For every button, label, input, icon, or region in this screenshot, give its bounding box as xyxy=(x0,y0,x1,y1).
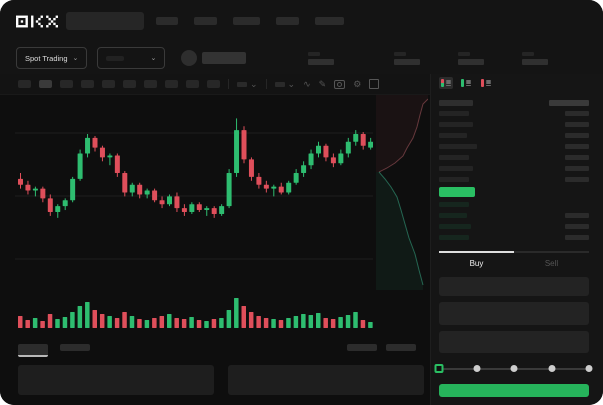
ask-row[interactable] xyxy=(439,119,589,130)
ask-row[interactable] xyxy=(439,130,589,141)
slider-step-dot[interactable] xyxy=(473,365,480,373)
ticker-stat xyxy=(394,51,421,65)
timeframe-buttons xyxy=(18,80,220,88)
toolbar-divider xyxy=(228,79,229,89)
timeframe-button[interactable] xyxy=(18,80,31,88)
pair-dropdown[interactable]: ⌄ xyxy=(97,47,166,69)
chart-section: ⌄ ⌄ ∿ ✎ ⚙ xyxy=(0,74,430,405)
nav-item-placeholder[interactable] xyxy=(233,17,260,25)
ticker-stat xyxy=(458,51,485,65)
okx-logo[interactable] xyxy=(16,14,58,29)
bottom-tab[interactable] xyxy=(386,343,416,351)
buy-submit-button[interactable] xyxy=(439,384,589,398)
book-view-bids-icon[interactable] xyxy=(459,77,473,89)
timeframe-button[interactable] xyxy=(60,80,73,88)
chart-toolbar: ⌄ ⌄ ∿ ✎ ⚙ xyxy=(0,74,430,95)
bid-row[interactable] xyxy=(439,210,589,221)
pair-display xyxy=(181,50,247,66)
tab-buy[interactable]: Buy xyxy=(469,258,484,268)
timeframe-button[interactable] xyxy=(81,80,94,88)
last-price-badge xyxy=(439,187,475,198)
fullscreen-icon[interactable] xyxy=(369,79,380,89)
amount-slider[interactable] xyxy=(434,362,593,375)
ask-row[interactable] xyxy=(439,141,589,152)
price-chart-area xyxy=(0,95,430,290)
ticker-stat xyxy=(522,51,549,65)
orders-panel-placeholder xyxy=(18,365,214,395)
ticker-stats xyxy=(308,51,586,65)
ask-row[interactable] xyxy=(439,163,589,174)
volume-pane xyxy=(0,290,430,332)
bottom-tab[interactable] xyxy=(347,343,377,351)
ask-row[interactable] xyxy=(439,108,589,119)
screenshot-icon[interactable] xyxy=(334,79,346,89)
orders-panels xyxy=(0,360,430,395)
top-nav-bar: OKX xyxy=(0,0,603,42)
draw-tool-icon[interactable]: ✎ xyxy=(318,78,327,89)
main-content: ⌄ ⌄ ∿ ✎ ⚙ xyxy=(0,74,603,405)
trade-tabs: Buy Sell xyxy=(439,251,589,273)
nav-item-placeholder[interactable] xyxy=(276,17,299,25)
orders-panel-placeholder xyxy=(228,365,424,395)
volume-chart[interactable] xyxy=(15,290,373,330)
timeframe-button[interactable] xyxy=(39,80,52,88)
market-type-label: Spot Trading xyxy=(25,53,68,63)
chart-bottom-tabs xyxy=(0,334,430,360)
order-book-header xyxy=(439,74,589,92)
ask-row[interactable] xyxy=(439,174,589,185)
price-field[interactable] xyxy=(439,277,589,296)
bottom-tab-active[interactable] xyxy=(18,343,48,357)
book-view-both-icon[interactable] xyxy=(439,77,453,90)
tab-sell[interactable]: Sell xyxy=(544,258,559,268)
main-nav xyxy=(156,17,344,25)
order-book xyxy=(439,97,589,243)
total-field[interactable] xyxy=(439,331,589,354)
toolbar-divider xyxy=(265,79,267,89)
chevron-down-icon: ⌄ xyxy=(250,78,258,89)
timeframe-button[interactable] xyxy=(207,80,220,88)
search-input[interactable] xyxy=(66,12,144,30)
chevron-down-icon: ⌄ xyxy=(72,54,79,62)
slider-handle[interactable] xyxy=(434,364,444,374)
market-type-dropdown[interactable]: Spot Trading ⌄ xyxy=(16,47,88,69)
timeframe-button[interactable] xyxy=(123,80,136,88)
chart-settings-icon[interactable]: ⚙ xyxy=(353,78,362,89)
ask-row[interactable] xyxy=(439,152,589,163)
trade-sidebar: Buy Sell xyxy=(430,74,603,405)
last-price-row[interactable] xyxy=(439,185,589,199)
line-style-icon[interactable]: ∿ xyxy=(303,78,311,89)
nav-item-placeholder[interactable] xyxy=(194,17,217,25)
book-view-asks-icon[interactable] xyxy=(479,77,493,89)
timeframe-button[interactable] xyxy=(186,80,199,88)
nav-item-placeholder[interactable] xyxy=(315,17,344,25)
candlestick-chart[interactable] xyxy=(15,95,373,290)
slider-step-dot[interactable] xyxy=(548,365,555,373)
ticker-stat xyxy=(308,51,335,65)
depth-chart[interactable] xyxy=(376,95,428,290)
chevron-down-icon: ⌄ xyxy=(287,78,296,89)
pair-name-placeholder xyxy=(202,52,247,64)
bid-row[interactable] xyxy=(439,221,589,232)
amount-field[interactable] xyxy=(439,301,589,326)
chevron-down-icon: ⌄ xyxy=(150,54,157,62)
overlay-dropdown[interactable]: ⌄ xyxy=(274,78,296,89)
bottom-tab[interactable] xyxy=(60,343,90,351)
timeframe-button[interactable] xyxy=(144,80,157,88)
order-book-column-headers[interactable] xyxy=(439,97,589,108)
trade-tab-indicator xyxy=(439,251,589,254)
bid-row[interactable] xyxy=(439,232,589,243)
timeframe-button[interactable] xyxy=(165,80,178,88)
slider-step-dot[interactable] xyxy=(585,365,593,373)
coin-icon xyxy=(181,50,198,66)
instrument-bar: Spot Trading ⌄ ⌄ xyxy=(0,42,603,74)
bid-row[interactable] xyxy=(439,199,589,210)
nav-item-placeholder[interactable] xyxy=(156,17,178,25)
slider-step-dot[interactable] xyxy=(510,365,518,373)
indicator-dropdown[interactable]: ⌄ xyxy=(237,78,258,89)
pair-dropdown-placeholder xyxy=(106,55,125,61)
timeframe-button[interactable] xyxy=(102,80,115,88)
